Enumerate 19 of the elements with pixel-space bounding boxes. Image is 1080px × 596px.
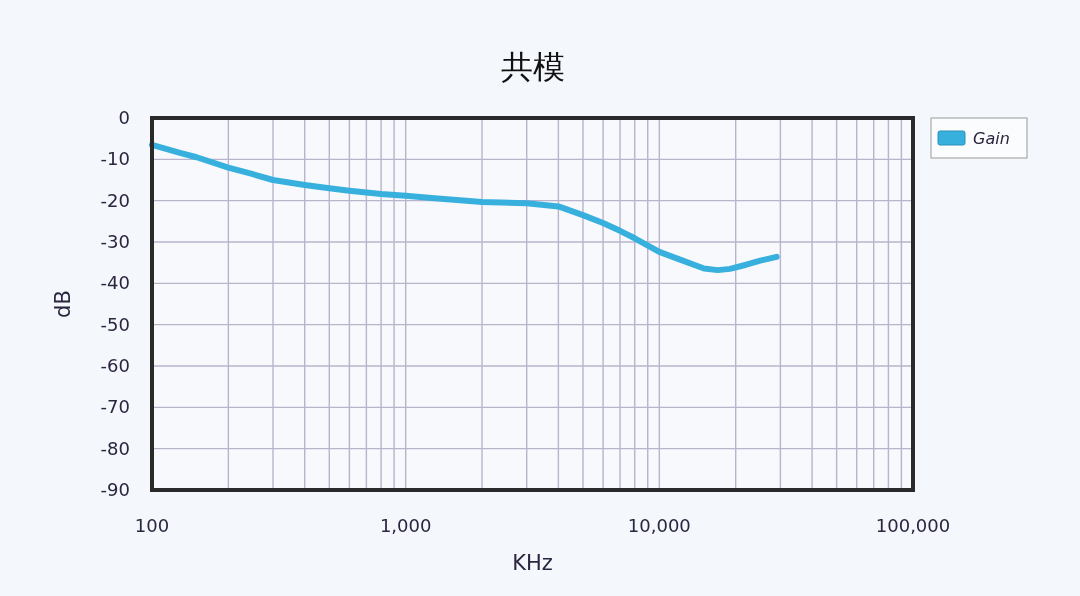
legend-label: Gain bbox=[973, 129, 1010, 148]
chart-title: 共模 bbox=[500, 48, 565, 86]
y-tick-label: -10 bbox=[100, 148, 130, 170]
y-tick-label: -80 bbox=[100, 437, 130, 459]
x-tick-label: 1,000 bbox=[379, 515, 432, 536]
legend: Gain bbox=[930, 117, 1028, 159]
x-tick-label: 10,000 bbox=[627, 515, 691, 536]
y-tick-label: -70 bbox=[100, 396, 130, 418]
y-tick-label: 0 bbox=[118, 107, 130, 128]
y-tick-label: -60 bbox=[100, 355, 130, 376]
x-tick-label: 100,000 bbox=[875, 515, 951, 536]
y-tick-label: -20 bbox=[100, 189, 130, 211]
y-tick-label: -40 bbox=[100, 272, 130, 294]
x-axis-title: KHz bbox=[512, 551, 553, 575]
y-axis-title: dB bbox=[51, 290, 75, 318]
x-tick-label: 100 bbox=[134, 515, 170, 536]
y-tick-label: -50 bbox=[100, 313, 130, 335]
y-tick-label: -90 bbox=[100, 479, 130, 500]
y-tick-label: -30 bbox=[100, 231, 130, 252]
